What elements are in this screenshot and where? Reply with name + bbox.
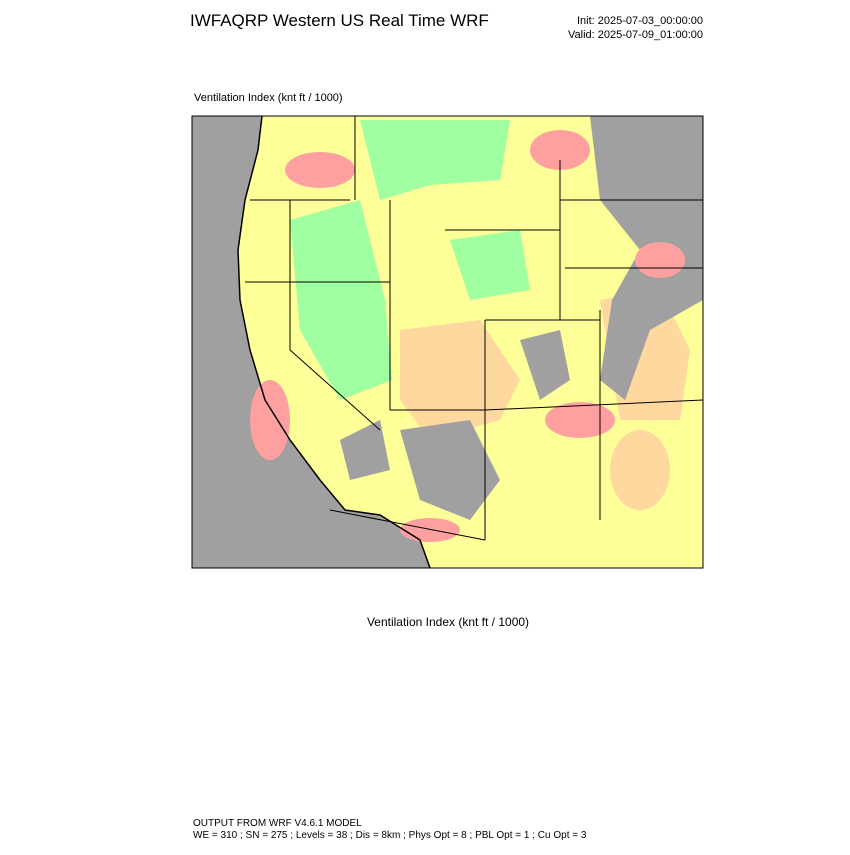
map-title: Ventilation Index (knt ft / 1000) (194, 92, 343, 104)
footer-line: WE = 310 ; SN = 275 ; Levels = 38 ; Dis … (193, 830, 587, 841)
colorbar-title: Ventilation Index (knt ft / 1000) (367, 615, 529, 629)
map-frame (191, 115, 704, 569)
footer-line: OUTPUT FROM WRF V4.6.1 MODEL (193, 818, 362, 829)
valid-time: Valid: 2025-07-09_01:00:00 (568, 29, 703, 41)
init-time: Init: 2025-07-03_00:00:00 (577, 15, 703, 27)
map (192, 116, 703, 568)
title: IWFAQRP Western US Real Time WRF (190, 11, 489, 30)
